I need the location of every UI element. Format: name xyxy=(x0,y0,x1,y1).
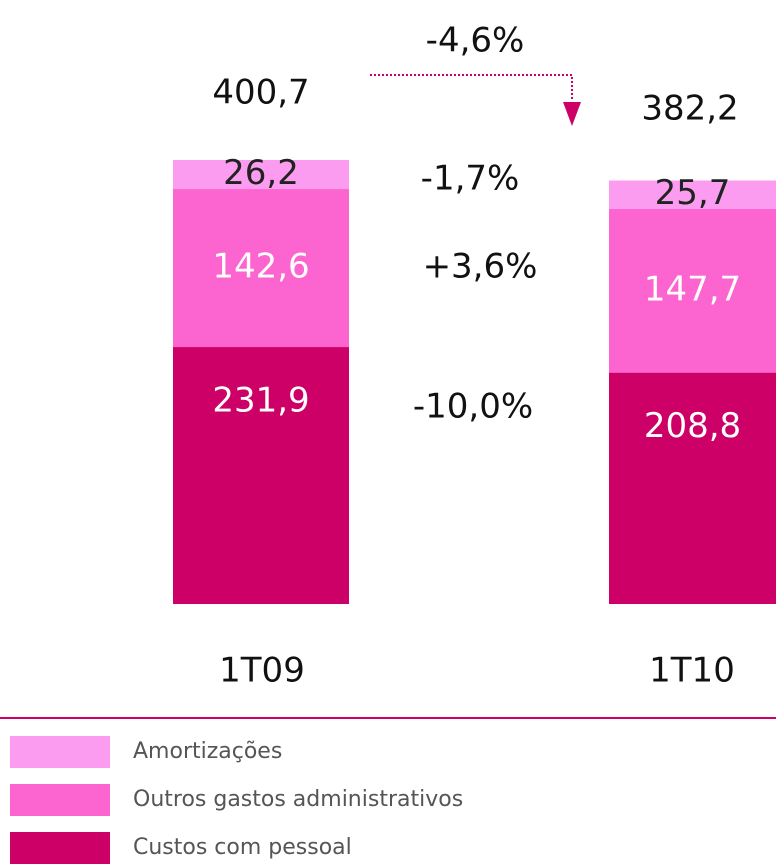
legend-swatch xyxy=(10,832,110,864)
legend-label: Outros gastos administrativos xyxy=(133,787,463,812)
bar-segment xyxy=(173,347,349,604)
data-label: 25,7 xyxy=(655,173,731,213)
total-label: 400,7 xyxy=(212,73,309,113)
bar-segment xyxy=(609,208,776,373)
legend-swatch xyxy=(10,736,110,768)
segment-change: -1,7% xyxy=(421,159,520,199)
bar-segment xyxy=(173,160,349,190)
data-label: 231,9 xyxy=(212,381,309,421)
x-tick-label: 1T09 xyxy=(219,651,305,691)
total-change: -4,6% xyxy=(426,21,525,61)
data-label: 208,8 xyxy=(644,406,741,446)
total-label: 382,2 xyxy=(641,89,738,129)
bar-segment xyxy=(173,189,349,348)
x-tick-label: 1T10 xyxy=(649,651,735,691)
data-label: 142,6 xyxy=(212,247,309,287)
data-label: 147,7 xyxy=(644,269,741,309)
arrow-head xyxy=(563,102,581,126)
segment-change: -10,0% xyxy=(413,387,533,427)
legend-swatch xyxy=(10,784,110,816)
legend-label: Amortizações xyxy=(133,739,282,764)
legend-label: Custos com pessoal xyxy=(133,835,352,860)
bar-segment xyxy=(609,180,776,209)
change-arrow xyxy=(370,74,573,100)
bar-segment xyxy=(609,372,776,604)
data-label: 26,2 xyxy=(223,153,299,193)
segment-change: +3,6% xyxy=(423,247,538,287)
